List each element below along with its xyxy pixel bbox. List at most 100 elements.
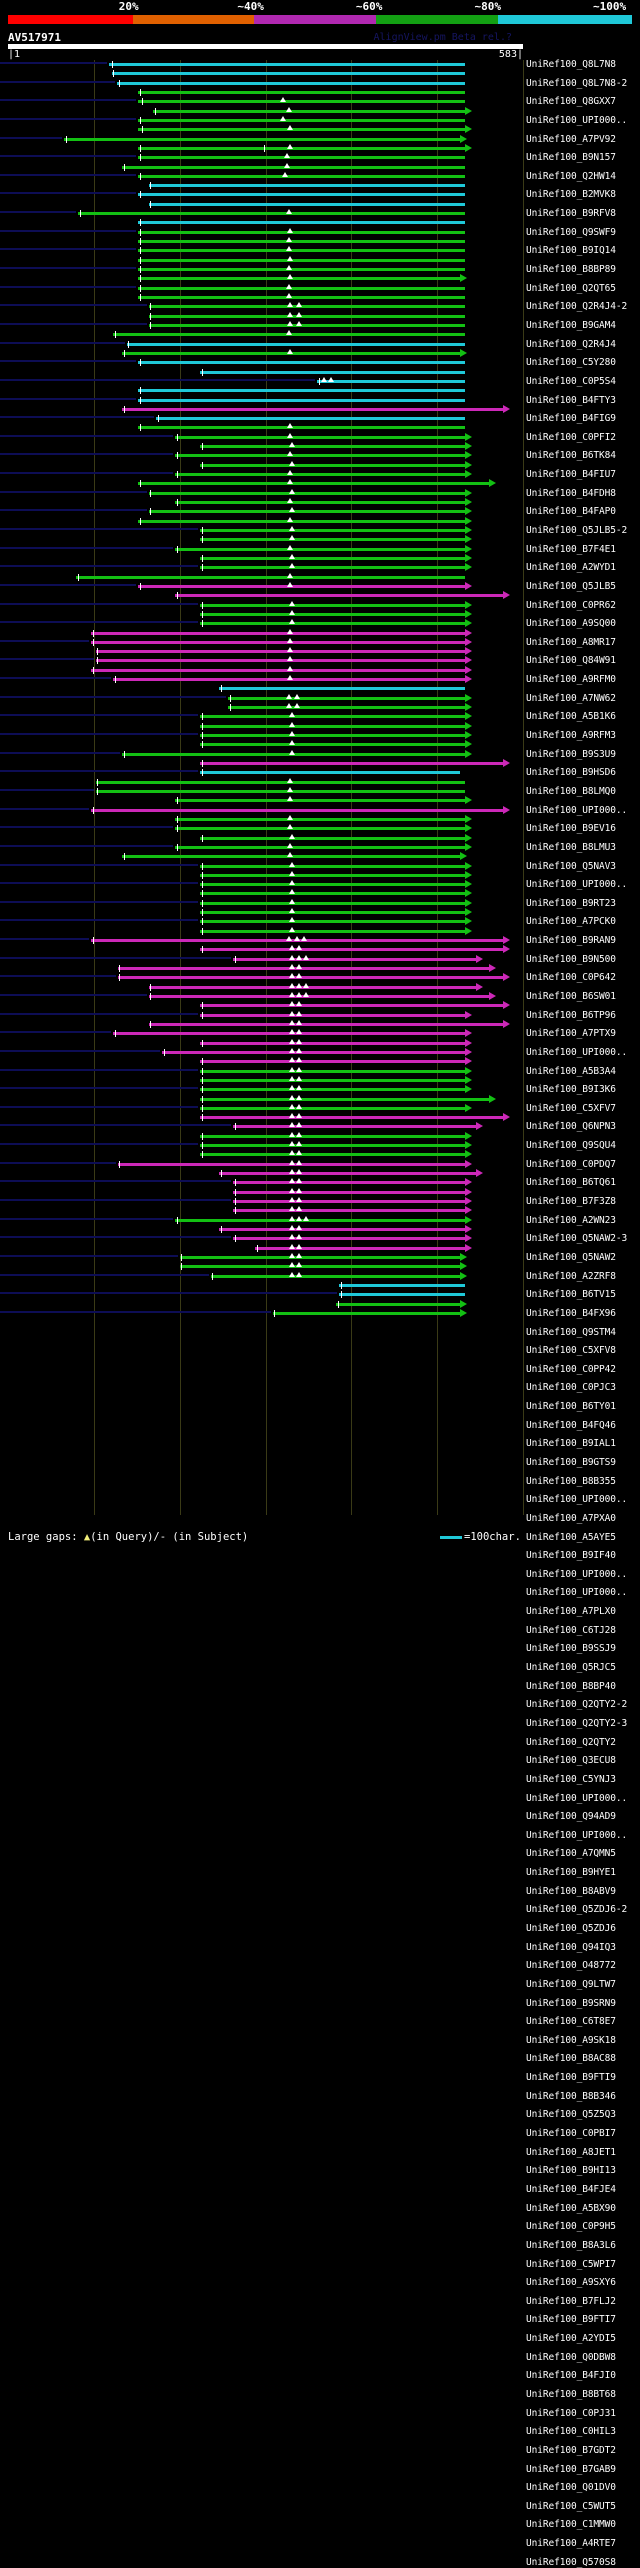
alignment-row[interactable]: UniRef100_Q8L7N8-2 [0,69,640,88]
hit-label[interactable]: UniRef100_Q94IQ3 [526,1941,616,1953]
alignment-row[interactable]: UniRef100_B8A3L6 [0,1150,640,2250]
hsp-bar[interactable] [200,762,503,765]
hit-label[interactable]: UniRef100_A7NW62 [526,692,616,704]
alignment-row[interactable]: UniRef100_A9RFM3 [0,396,640,740]
hsp-bar[interactable] [138,426,465,430]
alignment-row[interactable]: UniRef100_B9IQ14 [0,153,640,255]
alignment-row[interactable]: UniRef100_B9IF40 [0,805,640,1560]
hsp-bar[interactable] [175,473,465,477]
alignment-row[interactable]: UniRef100_A2YDI5 [0,1197,640,2343]
alignment-row[interactable]: UniRef100_UPI000.. [0,926,640,1803]
hit-label[interactable]: UniRef100_B9GTS9 [526,1457,616,1468]
hsp-bar[interactable] [148,1022,503,1026]
alignment-row[interactable]: UniRef100_Q5NAW2-3 [0,647,640,1243]
alignment-row[interactable]: UniRef100_B4FTY3 [0,227,640,405]
hit-label[interactable]: UniRef100_A4RTE7 [526,2538,616,2550]
hit-label[interactable]: UniRef100_C0P9H5 [526,2221,616,2233]
alignment-row[interactable]: UniRef100_B9I3K6 [0,572,640,1094]
alignment-row[interactable]: UniRef100_C5WUT5 [0,1281,640,2511]
hit-label[interactable]: UniRef100_Q2QT65 [526,282,616,294]
hit-label[interactable]: UniRef100_Q3ECU8 [526,1755,616,1767]
hsp-bar[interactable] [138,100,465,104]
alignment-row[interactable]: UniRef100_C5Y280 [0,209,640,367]
hit-label[interactable]: UniRef100_UPI000.. [526,1829,628,1841]
alignment-row[interactable]: UniRef100_B9HSD6 [0,414,640,777]
alignment-row[interactable]: UniRef100_Q5Z5Q3 [0,1085,640,2119]
hsp-bar[interactable] [138,584,465,588]
hsp-bar[interactable] [316,379,465,383]
alignment-row[interactable]: UniRef100_A5B3A4 [0,563,640,1076]
hsp-bar[interactable] [76,575,465,579]
hit-label[interactable]: UniRef100_C0PJC3 [526,1382,616,1394]
hit-label[interactable]: UniRef100_B8B355 [526,1475,616,1487]
hit-label[interactable]: UniRef100_Q5Z5Q3 [526,2109,616,2121]
hsp-bar[interactable] [95,780,465,784]
alignment-row[interactable]: UniRef100_A7PV92 [0,97,640,144]
alignment-row[interactable]: UniRef100_B9RAN9 [0,498,640,945]
hsp-bar[interactable] [175,547,465,551]
alignment-row[interactable]: UniRef100_Q84W91 [0,358,640,665]
hsp-bar[interactable] [126,342,465,346]
hit-label[interactable]: UniRef100_UPI000.. [526,1568,628,1580]
hit-label[interactable]: UniRef100_B7F3Z8 [526,1196,616,1208]
hsp-bar[interactable] [148,510,465,514]
alignment-row[interactable]: UniRef100_B7F4E1 [0,302,640,554]
hit-label[interactable]: UniRef100_A9RFM3 [526,730,616,742]
hit-label[interactable]: UniRef100_O48772 [526,1960,616,1972]
hit-label[interactable]: UniRef100_B9HI13 [526,2165,616,2177]
hsp-bar[interactable] [111,72,465,76]
hsp-bar[interactable] [232,957,477,961]
hit-label[interactable]: UniRef100_A7QMN5 [526,1848,616,1860]
hit-label[interactable]: UniRef100_B4FIG9 [526,413,616,425]
alignment-row[interactable]: UniRef100_Q6NPN3 [0,591,640,1131]
hit-label[interactable]: UniRef100_Q2QTY2-2 [526,1699,628,1711]
alignment-row[interactable]: UniRef100_B8BT68 [0,1225,640,2399]
alignment-row[interactable]: UniRef100_A9SK18 [0,1047,640,2045]
hsp-bar[interactable] [91,668,465,672]
hsp-bar[interactable] [200,911,465,915]
hit-label[interactable]: UniRef100_B4FJE4 [526,2183,616,2195]
hsp-bar[interactable] [175,1218,465,1222]
alignment-row[interactable]: UniRef100_Q2QTY2 [0,898,640,1747]
hit-label[interactable]: UniRef100_B9SSJ9 [526,1643,616,1655]
hsp-bar[interactable] [138,398,465,402]
hsp-bar[interactable] [91,640,465,644]
hit-label[interactable]: UniRef100_A2YDI5 [526,2333,616,2345]
hit-label[interactable]: UniRef100_Q9SQU4 [526,1140,616,1152]
hsp-bar[interactable] [63,137,461,141]
alignment-row[interactable]: UniRef100_A8MR17 [0,348,640,647]
hsp-bar[interactable] [200,743,465,747]
hsp-bar[interactable] [200,715,465,719]
hit-label[interactable]: UniRef100_C6T8E7 [526,2016,616,2028]
hsp-bar[interactable] [200,948,503,952]
hit-label[interactable]: UniRef100_B2MVK8 [526,189,616,201]
alignment-row[interactable]: UniRef100_B4FIG9 [0,237,640,423]
alignment-row[interactable]: UniRef100_C5XFV8 [0,703,640,1355]
hsp-bar[interactable] [210,1274,461,1278]
hit-label[interactable]: UniRef100_B9RT23 [526,897,616,909]
hsp-bar[interactable] [108,63,465,66]
alignment-row[interactable]: UniRef100_B2MVK8 [0,125,640,199]
alignment-row[interactable]: UniRef100_UPI000.. [0,470,640,889]
hit-label[interactable]: UniRef100_B4FIU7 [526,469,616,481]
alignment-row[interactable]: UniRef100_Q2QTY2-3 [0,889,640,1728]
hsp-bar[interactable] [148,305,465,309]
hit-label[interactable]: UniRef100_Q2HW14 [526,170,616,182]
alignment-row[interactable]: UniRef100_UPI000.. [0,945,640,1840]
hsp-bar[interactable] [200,883,465,887]
alignment-row[interactable]: UniRef100_C0P9H5 [0,1141,640,2231]
hit-label[interactable]: UniRef100_Q9LTW7 [526,1978,616,1990]
hit-label[interactable]: UniRef100_Q5RJC5 [526,1662,616,1674]
alignment-row[interactable]: UniRef100_Q2R4J4 [0,200,640,349]
hsp-bar[interactable] [200,734,465,738]
hsp-bar[interactable] [138,118,465,122]
alignment-row[interactable]: UniRef100_B4FX96 [0,684,640,1318]
hsp-bar[interactable] [175,435,465,439]
hsp-bar[interactable] [148,985,477,989]
hit-label[interactable]: UniRef100_Q5ZDJ6-2 [526,1904,628,1916]
hsp-bar[interactable] [91,808,503,812]
hsp-bar[interactable] [200,920,465,924]
hsp-bar[interactable] [175,501,465,505]
hit-label[interactable]: UniRef100_B6TY01 [526,1401,616,1413]
hit-label[interactable]: UniRef100_A2WN23 [526,1214,616,1226]
